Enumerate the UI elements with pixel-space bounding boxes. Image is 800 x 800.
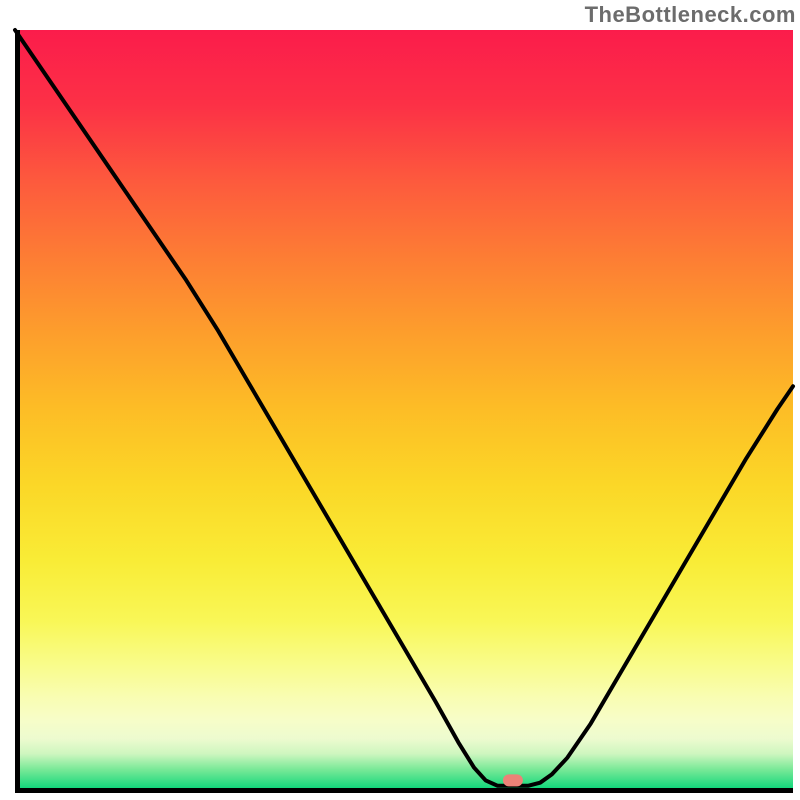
axis-left (15, 30, 20, 793)
bottleneck-chart (0, 0, 800, 800)
plot-background (15, 30, 793, 788)
optimal-point-marker (503, 774, 523, 786)
axis-bottom (15, 788, 793, 793)
chart-frame: TheBottleneck.com (0, 0, 800, 800)
